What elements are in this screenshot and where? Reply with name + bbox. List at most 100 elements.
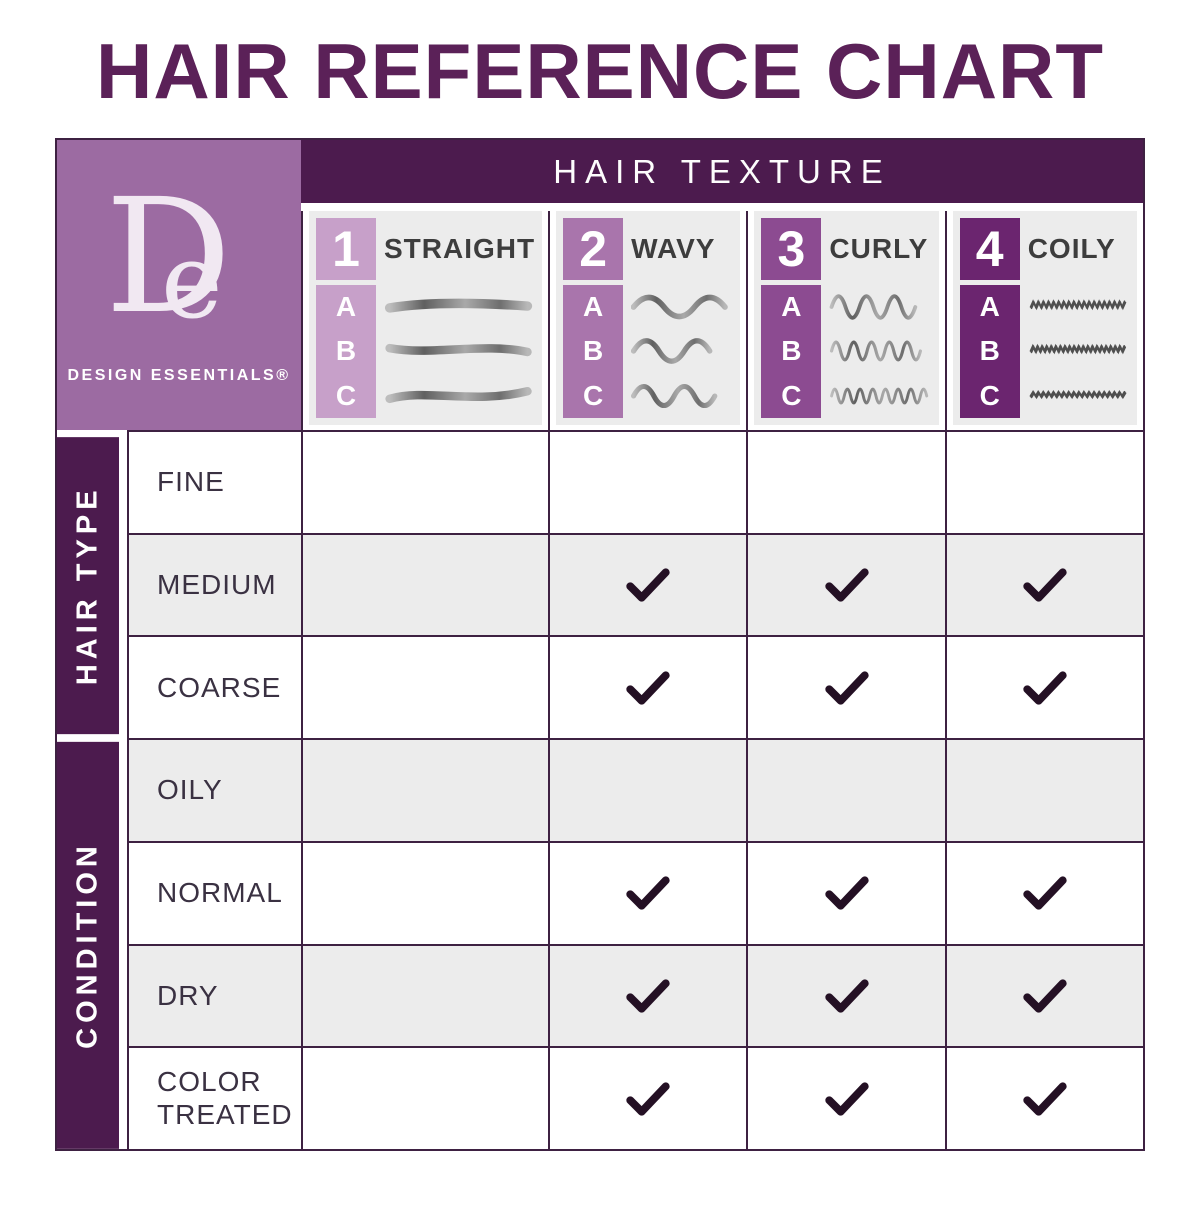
hair-chart-table: D e DESIGN ESSENTIALS® HAIR TEXTURE 1 STR…: [55, 138, 1145, 1151]
empty-cell: [301, 635, 549, 739]
hair-strand-illustration: [829, 289, 929, 325]
hair-strand-illustration: [631, 333, 731, 369]
subtype-letter: C: [781, 379, 802, 411]
empty-cell: [301, 840, 549, 944]
check-icon: [824, 1082, 869, 1116]
check-icon: [824, 876, 869, 910]
row-label-normal: NORMAL: [127, 840, 301, 944]
wavy-hair-icon: [631, 285, 733, 418]
logo-letter-e: e: [161, 220, 223, 342]
coily-hair-icon: [1028, 285, 1130, 418]
check-cell: [548, 840, 747, 944]
subtype-letter: A: [979, 291, 1000, 323]
empty-cell: [944, 738, 1143, 841]
check-icon: [824, 568, 869, 602]
empty-cell: [944, 430, 1143, 533]
check-cell: [746, 532, 945, 636]
subtype-letter: B: [335, 335, 357, 367]
check-cell: [548, 943, 747, 1047]
row-label-coarse: COARSE: [127, 635, 301, 739]
check-icon: [824, 671, 869, 705]
empty-cell: [301, 943, 549, 1047]
texture-label: STRAIGHT: [384, 233, 536, 264]
hair-reference-chart-page: HAIR REFERENCE CHART D e DESIGN ESSENTIA…: [0, 26, 1200, 1151]
curly-hair-icon: [829, 285, 931, 418]
check-cell: [746, 635, 945, 739]
hair-strand-illustration: [631, 378, 731, 414]
subtype-letter: C: [979, 379, 1000, 411]
check-cell: [548, 635, 747, 739]
check-icon: [626, 1082, 670, 1116]
brand-name: DESIGN ESSENTIALS®: [67, 367, 291, 384]
texture-cell: 4 COILY A B C: [952, 211, 1137, 425]
subtype-letter: C: [582, 379, 604, 411]
check-icon: [1023, 876, 1067, 910]
texture-column-wavy: 2 WAVY A B C: [548, 211, 747, 430]
check-icon: [626, 671, 670, 705]
hair-strand-illustration: [631, 289, 731, 325]
subtype-letter: B: [979, 335, 1000, 367]
texture-number: 4: [959, 218, 1020, 280]
texture-column-curly: 3 CURLY A B C: [746, 211, 945, 430]
row-label-color-treated: COLOR TREATED: [127, 1046, 301, 1149]
check-cell: [944, 840, 1143, 944]
texture-cell: 1 STRAIGHT A B C: [309, 211, 543, 425]
texture-number: 1: [316, 218, 376, 280]
texture-column-coily: 4 COILY A B C: [944, 211, 1143, 430]
section-label-hair-type: HAIR TYPE: [57, 437, 119, 735]
texture-number: 3: [761, 218, 822, 280]
check-cell: [944, 635, 1143, 739]
subtype-letter: B: [582, 335, 604, 367]
subtype-letter: A: [582, 291, 604, 323]
design-essentials-logo-icon: D e: [99, 170, 259, 353]
subtype-letter: B: [781, 335, 802, 367]
subtype-letter: C: [335, 379, 357, 411]
texture-number: 2: [563, 218, 624, 280]
subtype-letter: A: [335, 291, 357, 323]
row-label-oily: OILY: [127, 738, 301, 841]
empty-cell: [548, 738, 747, 841]
row-label-medium: MEDIUM: [127, 532, 301, 636]
check-icon: [626, 876, 670, 910]
empty-cell: [301, 430, 549, 533]
hair-strand-illustration: [384, 378, 533, 414]
texture-label: WAVY: [631, 233, 716, 264]
check-icon: [1023, 568, 1067, 602]
hair-strand-illustration: [829, 333, 929, 369]
empty-cell: [746, 738, 945, 841]
row-label-fine: FINE: [127, 430, 301, 533]
check-cell: [548, 532, 747, 636]
row-label-dry: DRY: [127, 943, 301, 1047]
check-cell: [944, 943, 1143, 1047]
hair-strand-illustration: [1028, 378, 1128, 414]
brand-logo-cell: D e DESIGN ESSENTIALS®: [57, 140, 301, 430]
hair-strand-illustration: [1028, 333, 1128, 369]
logo-letter-d: D: [105, 165, 232, 349]
check-icon: [626, 979, 670, 1013]
straight-hair-icon: [384, 285, 535, 418]
hair-strand-illustration: [1028, 289, 1128, 325]
section-label-condition: CONDITION: [57, 742, 119, 1149]
texture-label: CURLY: [829, 233, 929, 264]
hair-strand-illustration: [384, 289, 533, 325]
check-icon: [1023, 1082, 1067, 1116]
hair-strand-illustration: [829, 378, 929, 414]
texture-label: COILY: [1027, 233, 1116, 264]
empty-cell: [301, 1046, 549, 1149]
texture-cell: 3 CURLY A B C: [754, 211, 939, 425]
empty-cell: [548, 430, 747, 533]
check-cell: [548, 1046, 747, 1149]
check-cell: [746, 1046, 945, 1149]
hair-texture-header-band: HAIR TEXTURE: [301, 140, 1143, 203]
empty-cell: [301, 738, 549, 841]
empty-cell: [301, 532, 549, 636]
check-icon: [824, 979, 869, 1013]
check-cell: [944, 1046, 1143, 1149]
hair-texture-header-label: HAIR TEXTURE: [553, 152, 891, 190]
check-icon: [1023, 671, 1067, 705]
subtype-letter: A: [781, 291, 802, 323]
